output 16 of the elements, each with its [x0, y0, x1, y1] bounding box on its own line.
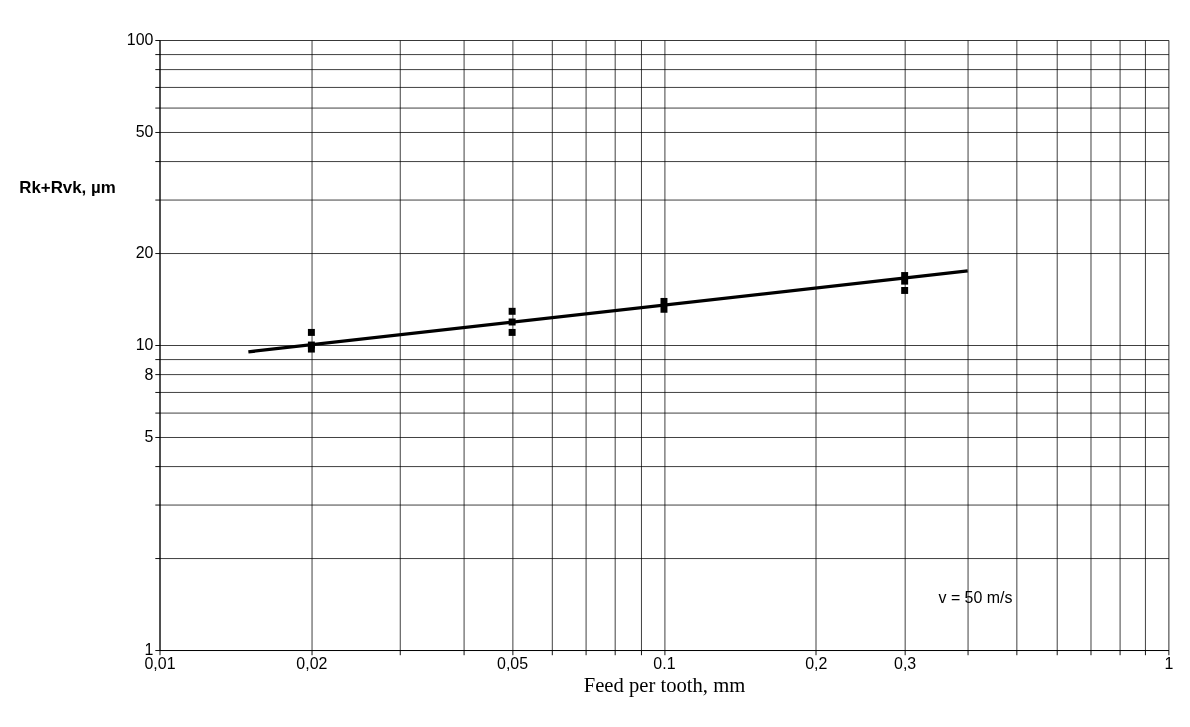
x-axis-title: Feed per tooth, mm — [583, 673, 746, 697]
x-tick-label: 0,2 — [805, 655, 828, 673]
y-tick-label: 10 — [135, 336, 154, 354]
x-tick-label: 0,3 — [894, 655, 917, 673]
y-tick-label: 100 — [126, 31, 154, 49]
y-tick-label: 8 — [144, 365, 154, 383]
annotation: v = 50 m/s — [938, 589, 1013, 607]
x-tick-label: 0.1 — [653, 655, 676, 673]
y-tick-label: 20 — [135, 244, 154, 262]
x-tick-label: 1 — [1164, 655, 1174, 673]
y-axis-title: Rk+Rvk, µm — [19, 178, 116, 198]
x-tick-label: 0,02 — [296, 655, 328, 673]
x-tick-label: 0,05 — [497, 655, 529, 673]
y-tick-label: 5 — [144, 428, 154, 446]
x-tick-label: 0,01 — [144, 655, 176, 673]
y-tick-label: 50 — [135, 123, 154, 141]
